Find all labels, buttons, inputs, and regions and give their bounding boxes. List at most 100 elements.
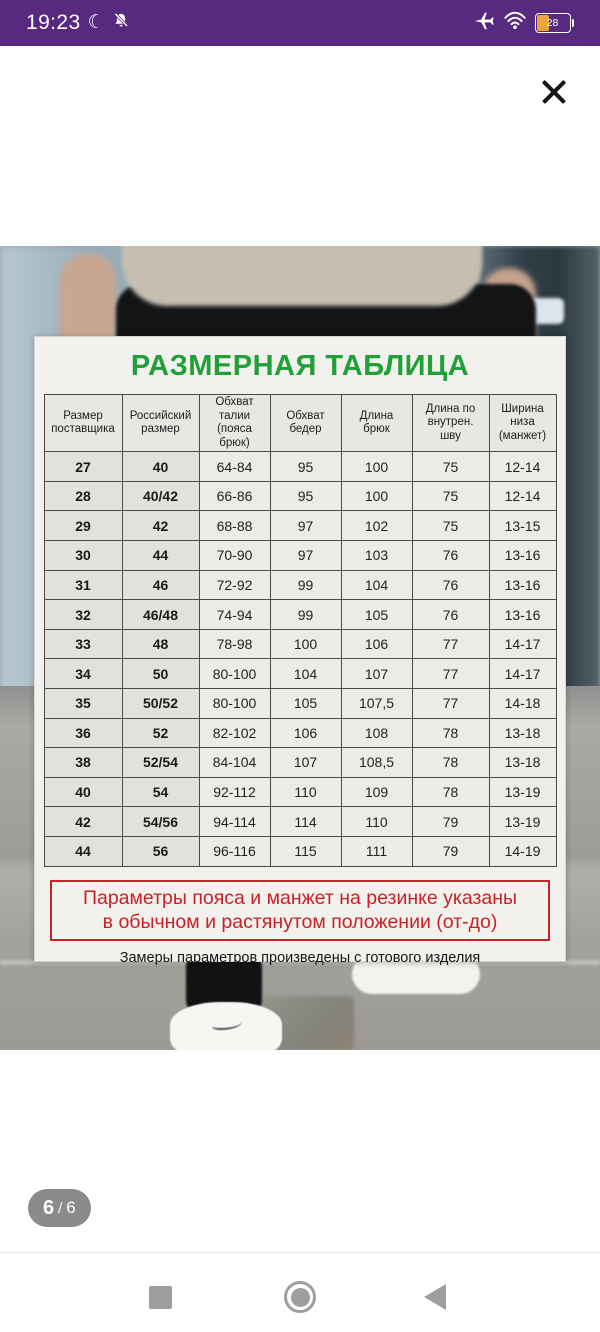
size-table-cell: 36 (43, 717, 123, 749)
home-button-icon[interactable] (284, 1281, 316, 1313)
size-table-column-header: Длина по внутрен. шву (411, 393, 490, 453)
size-table-cell: 109 (340, 776, 413, 808)
size-chart-card: РАЗМЕРНАЯ ТАБЛИЦА Размер поставщика Росси… (34, 336, 566, 966)
battery-fill (536, 15, 549, 31)
status-bar: 19:23 ☾ (0, 0, 600, 46)
size-table-row: 40 54 92-112 110 109 78 13-19 (43, 776, 557, 808)
size-table-cell: 107 (340, 658, 413, 689)
size-table-cell: 77 (411, 658, 490, 689)
size-table-row: 34 50 80-100 104 107 77 14-17 (43, 658, 557, 689)
size-table-row: 27 40 64-84 95 100 75 12-14 (43, 451, 557, 482)
size-table-cell: 107,5 (340, 688, 413, 719)
size-table-cell: 106 (340, 628, 413, 660)
size-table-cell: 104 (269, 658, 342, 689)
battery-nub (571, 19, 574, 27)
back-button-icon[interactable] (424, 1284, 446, 1310)
size-table-cell: 34 (43, 658, 123, 689)
size-table-cell: 56 (121, 835, 200, 867)
size-table-cell: 111 (340, 835, 413, 867)
elastic-warning-box: Параметры пояса и манжет на резинке указ… (50, 879, 550, 941)
battery-icon: 28 (534, 13, 571, 33)
size-table-cell: 78 (411, 776, 490, 808)
size-table-cell: 110 (340, 806, 413, 837)
size-table-cell: 42 (43, 806, 123, 837)
size-table-cell: 104 (340, 569, 413, 601)
size-table-cell: 75 (411, 510, 490, 542)
size-table-cell: 72-92 (198, 569, 271, 601)
size-table-cell: 80-100 (198, 688, 271, 719)
size-table-cell: 105 (269, 688, 342, 719)
status-bar-right: 28 (473, 10, 574, 37)
size-table-cell: 64-84 (198, 451, 271, 482)
size-table-cell: 46/48 (121, 599, 200, 630)
size-table-cell: 29 (43, 510, 123, 542)
size-table-cell: 110 (269, 776, 342, 808)
size-table-cell: 107 (269, 747, 342, 778)
size-table-cell: 97 (269, 540, 342, 571)
size-table-head: Размер поставщика Российский размер Обхват… (43, 393, 557, 453)
size-chart-title: РАЗМЕРНАЯ ТАБЛИЦА (130, 350, 470, 382)
size-table-row: 28 40/42 66-86 95 100 75 12-14 (43, 480, 557, 512)
size-table-column-header: Обхват бедер (269, 393, 342, 453)
size-table-header-row: Размер поставщика Российский размер Обхват… (43, 393, 557, 453)
size-table-cell: 106 (269, 717, 342, 749)
size-table-cell: 82-102 (198, 717, 271, 749)
size-table-cell: 31 (43, 569, 123, 601)
size-table-cell: 108 (340, 717, 413, 749)
size-table-cell: 84-104 (198, 747, 271, 778)
size-table-cell: 95 (269, 480, 342, 512)
warning-line: Параметры пояса и манжет на резинке указ… (82, 886, 518, 909)
photo-step-edge (0, 960, 600, 965)
size-table-cell: 78 (411, 717, 490, 749)
page-indicator: 6 / 6 (28, 1189, 91, 1227)
size-table-row: 30 44 70-90 97 103 76 13-16 (43, 540, 557, 571)
size-table-cell: 13-15 (488, 510, 557, 542)
size-table-cell: 14-17 (488, 658, 557, 689)
size-table-column-header: Обхват талии (пояса брюк) (198, 393, 271, 453)
size-table-cell: 13-16 (488, 599, 557, 630)
size-table-row: 36 52 82-102 106 108 78 13-18 (43, 717, 557, 749)
size-table-cell: 13-18 (488, 747, 557, 778)
page-current: 6 (43, 1196, 55, 1219)
size-table-cell: 75 (411, 451, 490, 482)
size-table-cell: 79 (411, 835, 490, 867)
size-table-cell: 66-86 (198, 480, 271, 512)
page-separator: / (58, 1199, 63, 1217)
size-table-cell: 42 (121, 510, 200, 542)
size-table-cell: 38 (43, 747, 123, 778)
size-table-cell: 30 (43, 540, 123, 571)
size-table-cell: 114 (269, 806, 342, 837)
close-button[interactable] (536, 74, 572, 110)
size-table-cell: 40 (121, 451, 200, 482)
size-table-cell: 78-98 (198, 628, 271, 660)
size-table-cell: 13-16 (488, 540, 557, 571)
size-table-column-header: Ширина низа (манжет) (488, 393, 557, 453)
size-table-cell: 44 (121, 540, 200, 571)
page-total: 6 (66, 1198, 76, 1217)
size-table-cell: 48 (121, 628, 200, 660)
size-table-cell: 52 (121, 717, 200, 749)
size-table-cell: 46 (121, 569, 200, 601)
size-table-cell: 74-94 (198, 599, 271, 630)
size-table-cell: 97 (269, 510, 342, 542)
recents-button-icon[interactable] (149, 1286, 172, 1309)
size-table-cell: 100 (269, 628, 342, 660)
size-table-cell: 78 (411, 747, 490, 778)
size-table-cell: 52/54 (121, 747, 200, 778)
size-table-cell: 77 (411, 628, 490, 660)
size-table-cell: 92-112 (198, 776, 271, 808)
size-table-row: 35 50/52 80-100 105 107,5 77 14-18 (43, 688, 557, 719)
size-table-cell: 50/52 (121, 688, 200, 719)
photo-model-shirt (122, 246, 482, 306)
size-table-cell: 14-19 (488, 835, 557, 867)
size-table-row: 38 52/54 84-104 107 108,5 78 13-18 (43, 747, 557, 778)
nav-divider (0, 1252, 600, 1253)
size-table-cell: 40/42 (121, 480, 200, 512)
measurement-note: Замеры параметров произведены с готового… (119, 949, 481, 966)
size-table-row: 42 54/56 94-114 114 110 79 13-19 (43, 806, 557, 837)
battery-percent: 28 (546, 17, 559, 29)
size-table-cell: 13-19 (488, 776, 557, 808)
size-table-row: 33 48 78-98 100 106 77 14-17 (43, 628, 557, 660)
warning-line: в обычном и растянутом положении (от-до) (102, 911, 498, 934)
